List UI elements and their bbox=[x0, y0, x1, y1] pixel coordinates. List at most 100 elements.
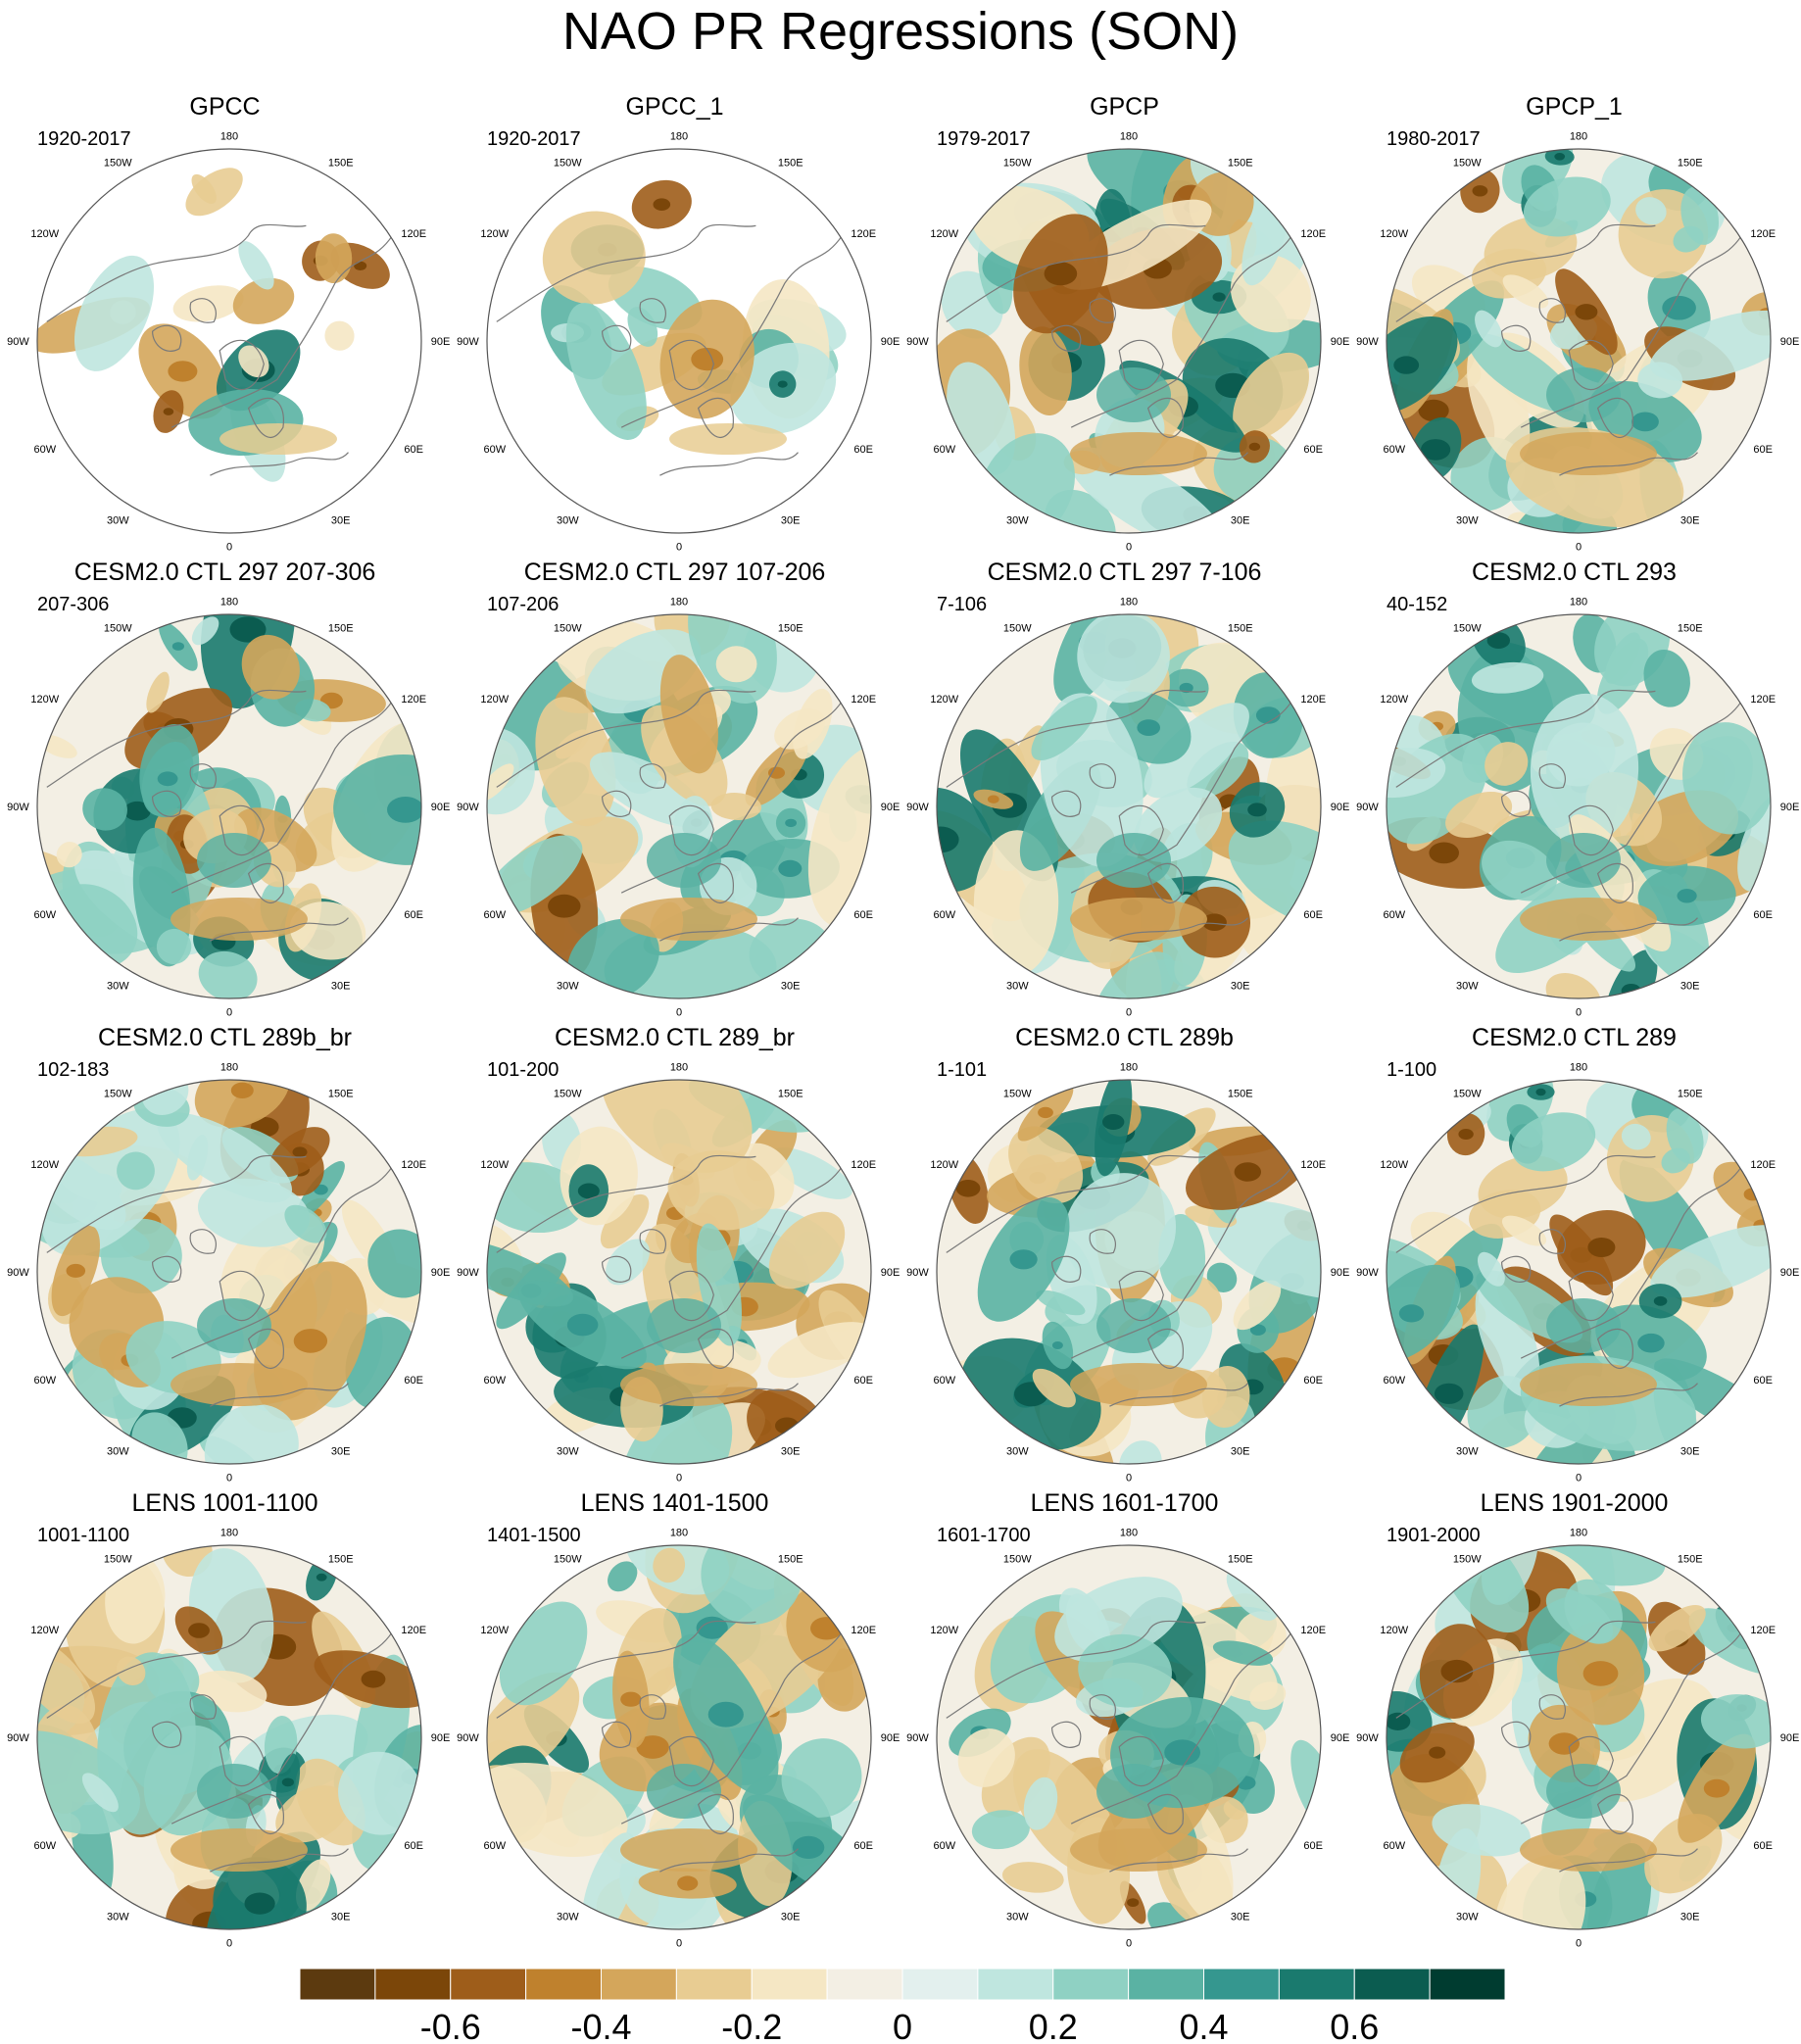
contour-core bbox=[1429, 842, 1459, 864]
coastline bbox=[1568, 339, 1614, 391]
coastline bbox=[46, 223, 307, 322]
longitude-label: 90E bbox=[881, 336, 900, 348]
longitude-label: 60E bbox=[853, 1840, 873, 1852]
panel-years: 107-206 bbox=[487, 594, 560, 615]
longitude-label: 120E bbox=[851, 1159, 876, 1171]
longitude-label: 120W bbox=[1380, 694, 1408, 706]
coastline bbox=[697, 397, 734, 438]
longitude-label: 60W bbox=[933, 1840, 955, 1852]
contour-core bbox=[987, 795, 999, 803]
longitude-label: 120E bbox=[1300, 694, 1326, 706]
longitude-label: 60W bbox=[483, 444, 506, 456]
longitude-label: 90W bbox=[1356, 336, 1379, 348]
contour-core bbox=[1038, 1106, 1053, 1119]
contour-blob bbox=[1387, 748, 1446, 799]
panel-years: 1979-2017 bbox=[937, 128, 1031, 150]
map-panel: CESM2.0 CTL 297 7-106 7-106 180 150E 120E 90E… bbox=[900, 558, 1349, 1023]
coastline bbox=[1559, 1383, 1698, 1407]
contour-core bbox=[1212, 292, 1226, 302]
coastline bbox=[1395, 1620, 1656, 1719]
longitude-label: 30W bbox=[1456, 1445, 1479, 1457]
contour-core bbox=[171, 642, 184, 651]
longitude-label: 150W bbox=[1003, 158, 1032, 170]
longitude-label: 60E bbox=[1753, 444, 1773, 456]
longitude-label: 120W bbox=[930, 1625, 958, 1636]
coastline bbox=[1596, 1328, 1633, 1369]
longitude-label: 90E bbox=[1780, 802, 1799, 813]
dry-anomaly bbox=[170, 898, 308, 941]
contour-blob bbox=[627, 307, 658, 347]
colorbar-tick-label: -0.4 bbox=[570, 2007, 631, 2042]
coastline bbox=[1050, 324, 1082, 352]
coastline bbox=[620, 1630, 844, 1825]
longitude-label: 30W bbox=[1006, 514, 1029, 526]
contour-blob bbox=[1241, 198, 1288, 286]
longitude-label: 30W bbox=[557, 514, 579, 526]
coastline bbox=[601, 1255, 632, 1283]
coastline bbox=[1146, 397, 1184, 438]
coastline bbox=[668, 1735, 714, 1787]
contour-blob bbox=[73, 255, 155, 371]
map-boundary bbox=[36, 613, 422, 999]
contour-core bbox=[768, 766, 785, 779]
longitude-label: 60E bbox=[404, 909, 423, 921]
coastline bbox=[1070, 234, 1293, 428]
map-panel: CESM2.0 CTL 297 107-206 107-206 180 150E 120… bbox=[450, 558, 900, 1023]
dry-anomaly bbox=[1520, 898, 1657, 941]
longitude-label: 150E bbox=[778, 158, 803, 170]
longitude-label: 30E bbox=[331, 514, 351, 526]
contour-core bbox=[123, 801, 151, 821]
longitude-label: 30E bbox=[331, 1445, 351, 1457]
longitude-label: 90E bbox=[881, 802, 900, 813]
dry-anomaly bbox=[620, 1363, 757, 1406]
longitude-label: 120W bbox=[30, 1625, 59, 1636]
longitude-label: 60W bbox=[483, 1840, 506, 1852]
longitude-label: 180 bbox=[220, 1061, 238, 1073]
coastline bbox=[189, 763, 217, 789]
contour-blob bbox=[116, 1656, 146, 1686]
contour-blob bbox=[284, 1204, 327, 1243]
contour-blob bbox=[1144, 703, 1249, 799]
coastline bbox=[601, 1721, 632, 1748]
longitude-label: 120E bbox=[401, 694, 426, 706]
coastline bbox=[1568, 1735, 1614, 1787]
contour-blob bbox=[1511, 1112, 1596, 1172]
coastline bbox=[697, 862, 734, 903]
contour-blob bbox=[315, 233, 353, 283]
contour-blob bbox=[653, 1547, 686, 1583]
coastline bbox=[1050, 790, 1082, 817]
longitude-label: 30W bbox=[557, 1445, 579, 1457]
polar-map: 180 150E 120E 90E 60E 30E 0 30W 60W 90W 120W 150W bbox=[1356, 596, 1799, 1018]
colorbar-swatch bbox=[1128, 1969, 1205, 2001]
longitude-label: 150E bbox=[1228, 623, 1253, 635]
contour-blob bbox=[1673, 225, 1704, 253]
contour-blob bbox=[1228, 820, 1321, 932]
panel-years: 1901-2000 bbox=[1387, 1525, 1481, 1546]
panel-title: GPCC bbox=[189, 93, 261, 121]
dry-anomaly bbox=[170, 1363, 308, 1406]
coastline bbox=[189, 298, 217, 323]
contour-core bbox=[548, 894, 581, 918]
longitude-label: 150E bbox=[1678, 623, 1703, 635]
map-boundary bbox=[936, 1544, 1322, 1930]
contour-core bbox=[1234, 1162, 1261, 1182]
longitude-label: 60W bbox=[33, 909, 56, 921]
contour-core bbox=[1535, 1088, 1546, 1096]
coastline bbox=[1089, 1229, 1116, 1254]
longitude-label: 150E bbox=[1678, 1554, 1703, 1566]
contour-blob bbox=[238, 241, 274, 290]
longitude-label: 90E bbox=[431, 1732, 450, 1744]
longitude-label: 150E bbox=[778, 1089, 803, 1100]
longitude-label: 150W bbox=[1003, 1089, 1032, 1100]
contour-blob bbox=[1586, 1842, 1652, 1929]
coastline bbox=[210, 1383, 349, 1407]
longitude-label: 60W bbox=[33, 1375, 56, 1387]
longitude-label: 150E bbox=[778, 623, 803, 635]
map-boundary bbox=[936, 613, 1322, 999]
contour-blob bbox=[1482, 840, 1558, 901]
coastline bbox=[1070, 700, 1293, 894]
coastline bbox=[1520, 1165, 1743, 1359]
longitude-label: 150W bbox=[1453, 158, 1482, 170]
contour-blob bbox=[1008, 1126, 1084, 1204]
longitude-label: 60W bbox=[1383, 444, 1405, 456]
